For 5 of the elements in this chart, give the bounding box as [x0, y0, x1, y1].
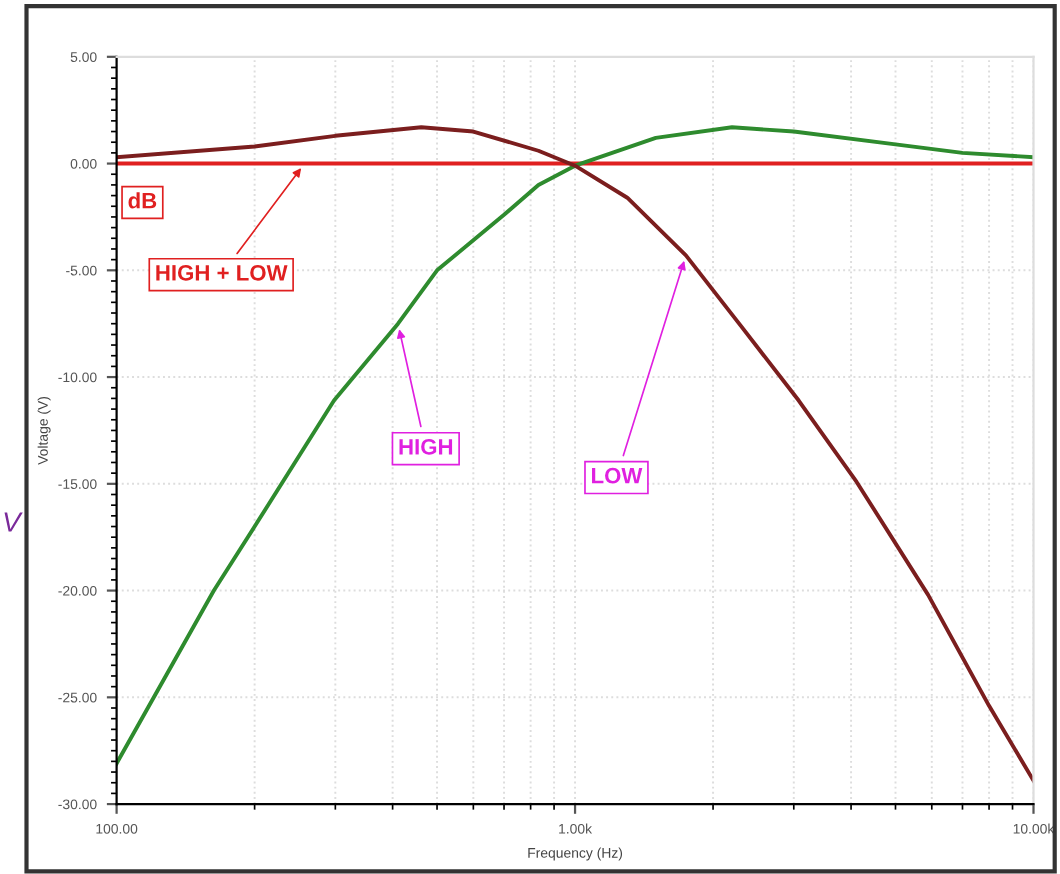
annotation: HIGH: [399, 438, 453, 455]
annotation: dB: [128, 192, 157, 209]
text: V: [4, 512, 23, 532]
annotation: LOW: [592, 467, 643, 484]
annotation: HIGH + LOW: [156, 264, 288, 281]
